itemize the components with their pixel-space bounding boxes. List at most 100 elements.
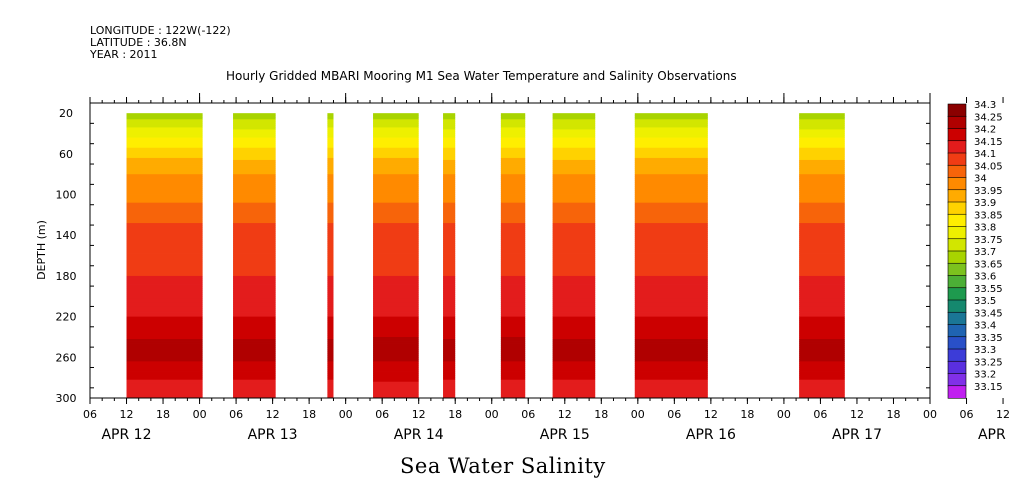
contour-band bbox=[126, 259, 203, 263]
contour-band bbox=[233, 125, 276, 128]
contour-band bbox=[634, 345, 708, 348]
contour-band bbox=[500, 365, 526, 368]
contour-band bbox=[443, 125, 456, 128]
contour-band bbox=[443, 355, 456, 358]
contour-band bbox=[799, 198, 845, 202]
contour-band bbox=[126, 282, 203, 285]
contour-band bbox=[443, 129, 456, 132]
contour-band bbox=[799, 263, 845, 267]
contour-band bbox=[327, 284, 334, 287]
contour-band bbox=[500, 229, 526, 232]
contour-band bbox=[327, 267, 334, 271]
contour-band bbox=[373, 310, 419, 313]
contour-band bbox=[126, 284, 203, 287]
contour-band bbox=[443, 318, 456, 322]
contour-band bbox=[233, 271, 276, 275]
colorbar-label: 34 bbox=[974, 174, 987, 185]
contour-band bbox=[373, 359, 419, 362]
contour-band bbox=[233, 243, 276, 246]
contour-band bbox=[327, 225, 334, 228]
contour-band bbox=[443, 166, 456, 169]
contour-band bbox=[443, 178, 456, 181]
contour-band bbox=[373, 308, 419, 311]
contour-band bbox=[443, 235, 456, 238]
contour-band bbox=[233, 133, 276, 136]
contour-band bbox=[552, 231, 596, 234]
contour-band bbox=[634, 247, 708, 250]
contour-band bbox=[126, 135, 203, 138]
contour-band bbox=[500, 259, 526, 263]
x-tick-label: 06 bbox=[521, 408, 535, 421]
contour-band bbox=[327, 383, 334, 387]
contour-band bbox=[126, 324, 203, 328]
y-axis-label: DEPTH (m) bbox=[35, 220, 48, 280]
contour-band bbox=[373, 328, 419, 332]
contour-band bbox=[799, 365, 845, 368]
contour-band bbox=[126, 361, 203, 364]
contour-band bbox=[634, 320, 708, 324]
contour-band bbox=[233, 214, 276, 218]
contour-band bbox=[799, 184, 845, 187]
contour-band bbox=[443, 123, 456, 126]
contour-band bbox=[552, 196, 596, 200]
contour-band bbox=[799, 332, 845, 336]
contour-band bbox=[373, 198, 419, 202]
contour-band bbox=[233, 247, 276, 250]
contour-band bbox=[634, 300, 708, 303]
contour-band bbox=[443, 249, 456, 252]
chart-title: Hourly Gridded MBARI Mooring M1 Sea Wate… bbox=[226, 69, 737, 83]
contour-band bbox=[373, 221, 419, 224]
contour-band bbox=[443, 241, 456, 244]
contour-band bbox=[443, 194, 456, 197]
contour-band bbox=[327, 198, 334, 202]
contour-band bbox=[634, 182, 708, 185]
contour-band bbox=[126, 172, 203, 175]
contour-band bbox=[552, 225, 596, 228]
contour-band bbox=[799, 243, 845, 246]
contour-band bbox=[126, 131, 203, 134]
contour-band bbox=[443, 164, 456, 167]
contour-band bbox=[552, 379, 596, 383]
contour-band bbox=[634, 129, 708, 132]
contour-band bbox=[634, 198, 708, 202]
contour-band bbox=[373, 135, 419, 138]
contour-band bbox=[799, 253, 845, 256]
contour-band bbox=[233, 221, 276, 224]
contour-band bbox=[327, 178, 334, 181]
colorbar-label: 33.95 bbox=[974, 186, 1003, 197]
contour-band bbox=[799, 257, 845, 261]
contour-band bbox=[327, 347, 334, 350]
contour-band bbox=[500, 253, 526, 256]
contour-band bbox=[126, 180, 203, 183]
contour-band bbox=[443, 162, 456, 165]
contour-band bbox=[327, 184, 334, 187]
contour-band bbox=[233, 188, 276, 191]
contour-band bbox=[500, 176, 526, 179]
contour-band bbox=[233, 286, 276, 289]
contour-band bbox=[373, 174, 419, 177]
contour-band bbox=[552, 147, 596, 151]
colorbar-label: 33.55 bbox=[974, 284, 1003, 295]
contour-band bbox=[233, 239, 276, 242]
contour-band bbox=[500, 200, 526, 204]
contour-band bbox=[443, 141, 456, 145]
contour-band bbox=[634, 290, 708, 293]
contour-band bbox=[126, 235, 203, 238]
contour-band bbox=[443, 357, 456, 360]
contour-band bbox=[634, 121, 708, 124]
contour-band bbox=[443, 367, 456, 370]
contour-band bbox=[799, 229, 845, 232]
x-tick-label: 00 bbox=[339, 408, 353, 421]
contour-band bbox=[552, 233, 596, 236]
contour-band bbox=[126, 304, 203, 307]
contour-band bbox=[634, 233, 708, 236]
contour-band bbox=[327, 115, 334, 118]
contour-band bbox=[443, 210, 456, 214]
colorbar-swatch bbox=[947, 262, 967, 277]
contour-band bbox=[552, 280, 596, 283]
contour-band bbox=[443, 157, 456, 161]
contour-band bbox=[443, 221, 456, 224]
contour-band bbox=[233, 210, 276, 214]
colorbar-label: 34.1 bbox=[974, 149, 996, 160]
contour-band bbox=[233, 361, 276, 364]
